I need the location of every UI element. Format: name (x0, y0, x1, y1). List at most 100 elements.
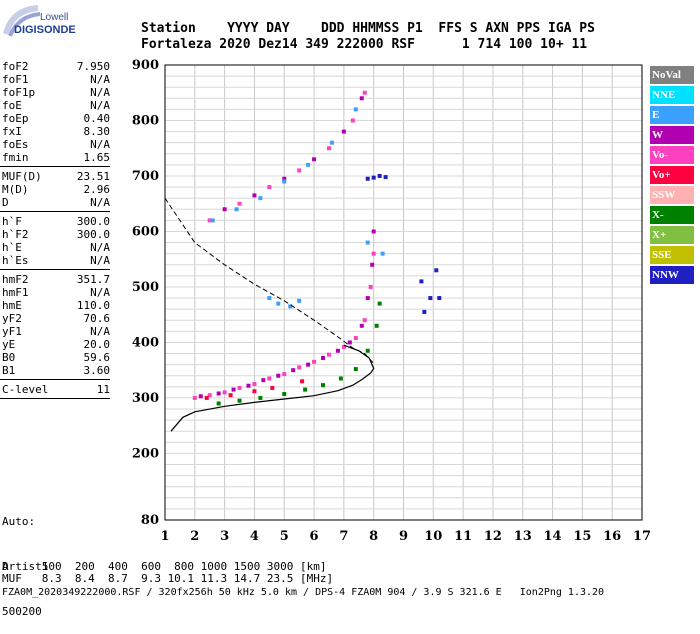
data-point-nnw (428, 296, 433, 301)
param-row: h`Es N/A (2, 254, 110, 267)
footer-file-line: FZA0M_2020349222000.RSF / 320fx256h 50 k… (2, 587, 605, 598)
param-name: B0 (2, 351, 16, 364)
data-point-vo (207, 393, 212, 398)
chart-frame (164, 64, 643, 521)
param-row: hmE 110.0 (2, 299, 110, 312)
data-point-w (371, 229, 376, 234)
x-tick-label: 6 (310, 529, 319, 544)
data-point-w (370, 262, 375, 267)
data-point-vo (207, 218, 212, 223)
data-point-vo (297, 365, 302, 370)
param-name: fxI (2, 125, 22, 138)
param-name: M(D) (2, 183, 29, 196)
data-point-vo (353, 336, 358, 340)
param-name: foE (2, 99, 22, 112)
param-name: fmin (2, 151, 29, 164)
data-point-vo (222, 390, 227, 395)
data-point-w (198, 394, 203, 399)
param-name: yF1 (2, 325, 22, 338)
data-point-e (282, 179, 287, 184)
data-point-vo (270, 385, 275, 390)
data-point-nnw (422, 309, 427, 314)
data-point-nnw (377, 173, 382, 178)
data-point-nnw (365, 176, 370, 181)
param-row: B0 59.6 (2, 351, 110, 364)
data-point-vo (267, 376, 272, 381)
ionogram-chart: 1 2 3 4 5 6 7 8 9 10 11 12 13 14 15 16 17802003004005006… (132, 58, 651, 544)
data-point-x (353, 367, 358, 372)
param-value: 300.0 (76, 215, 110, 228)
x-tick-label: 16 (603, 529, 621, 544)
data-point-x (321, 383, 326, 388)
param-name: yF2 (2, 312, 22, 325)
data-point-vo (300, 379, 305, 384)
param-value: N/A (90, 286, 110, 299)
param-name: MUF(D) (2, 170, 42, 183)
param-value: 20.0 (83, 338, 111, 351)
data-point-vo (341, 344, 346, 349)
param-value: 11 (96, 383, 110, 396)
x-tick-label: 4 (250, 529, 259, 544)
footer-muf-line: MUF 8.3 8.4 8.7 9.3 10.1 11.3 14.7 23.5 … (2, 572, 334, 585)
data-point-vo (350, 118, 355, 123)
param-name: hmF1 (2, 286, 29, 299)
data-point-x (338, 376, 343, 381)
data-point-w (291, 368, 296, 373)
x-tick-label: 2 (190, 529, 199, 544)
data-point-x (365, 348, 370, 353)
param-value: 3.60 (83, 364, 111, 377)
data-point-e (288, 304, 293, 309)
param-name: hmE (2, 299, 22, 312)
data-point-vo (252, 389, 257, 394)
param-value: 23.51 (76, 170, 110, 183)
data-point-vo (192, 395, 197, 400)
y-tick-label: 500 (132, 280, 159, 295)
y-tick-label: 200 (132, 446, 159, 461)
data-point-e (297, 298, 302, 303)
data-point-vo (362, 318, 367, 323)
data-point-nnw (371, 175, 376, 180)
param-value: 2.96 (83, 183, 111, 196)
chart-marks (192, 90, 442, 406)
legend-item: E (650, 106, 694, 124)
footer-d-line: D 100 200 400 600 800 1000 1500 3000 [km… (2, 560, 327, 573)
legend-item: SSW (650, 186, 694, 204)
param-value: 70.6 (83, 312, 111, 325)
data-point-vo (362, 90, 367, 95)
data-point-vo (312, 359, 317, 364)
param-value: 8.30 (83, 125, 111, 138)
data-point-vo (204, 395, 209, 400)
data-point-e (329, 140, 334, 145)
param-value: N/A (90, 86, 110, 99)
data-point-w (261, 378, 266, 383)
data-point-nnw (437, 296, 442, 301)
data-point-x (303, 387, 308, 392)
auto-label: Auto: (2, 515, 36, 528)
chart-grid (164, 65, 643, 520)
param-separator (0, 166, 110, 167)
param-row: h`F 300.0 (2, 215, 110, 228)
param-value: 7.950 (76, 60, 110, 73)
param-separator (0, 398, 110, 399)
auto-version: 500200 (2, 605, 42, 618)
data-point-nnw (383, 175, 388, 180)
x-tick-label: 11 (454, 529, 472, 544)
profile-curve-dashed (164, 197, 375, 364)
data-point-w (365, 296, 370, 301)
param-separator (0, 379, 110, 380)
data-point-e (276, 301, 281, 306)
data-point-x (374, 323, 379, 328)
x-tick-label: 8 (369, 529, 378, 544)
param-row: hmF1 N/A (2, 286, 110, 299)
data-point-vo (252, 382, 257, 387)
param-row: foEp 0.40 (2, 112, 110, 125)
data-point-x (282, 392, 287, 397)
data-point-x (377, 301, 382, 306)
param-row: B1 3.60 (2, 364, 110, 377)
x-tick-label: 12 (484, 529, 502, 544)
param-row: foE N/A (2, 99, 110, 112)
param-value: 1.65 (83, 151, 111, 164)
data-point-e (267, 296, 272, 301)
param-row: MUF(D) 23.51 (2, 170, 110, 183)
param-row: hmF2 351.7 (2, 273, 110, 286)
